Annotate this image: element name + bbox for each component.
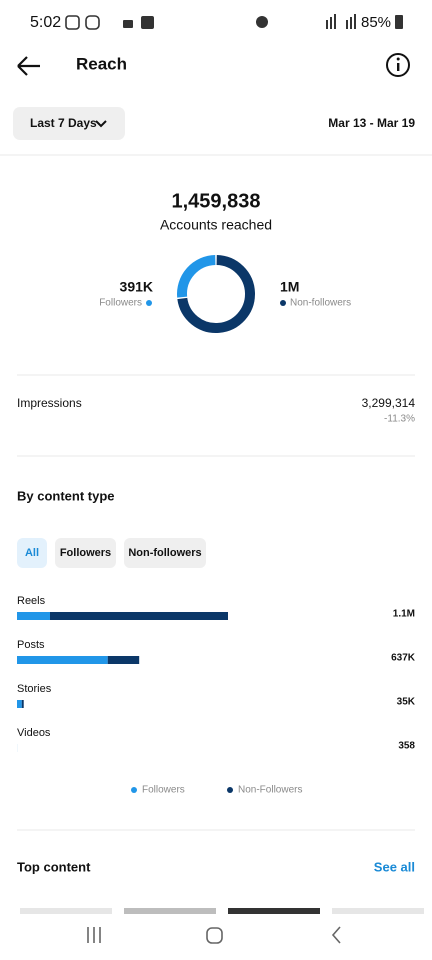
bar-segment [21, 700, 24, 708]
filter-chip[interactable]: Non-followers [124, 538, 206, 568]
legend-dot [131, 787, 137, 793]
legend-dot [280, 300, 286, 306]
thumbnails [20, 908, 424, 914]
donut-segment [177, 255, 216, 298]
bar-segment [107, 656, 140, 664]
legend-dot [146, 300, 152, 306]
total-label: 35K [397, 697, 416, 708]
donut-value-label: 1M [280, 279, 299, 295]
filter-chip[interactable]: Followers [55, 538, 116, 568]
chip-label: All [25, 547, 39, 559]
total-label: 358 [398, 741, 415, 752]
donut-legend-label: Non-followers [290, 298, 351, 309]
donut-segment [177, 255, 255, 333]
info-button[interactable] [386, 53, 410, 77]
category-label: Videos [17, 727, 51, 739]
accounts-total: 1,459,838 [172, 190, 261, 212]
bar-segment [17, 700, 22, 708]
legend-label: Non-Followers [238, 785, 302, 796]
category-label: Stories [17, 683, 52, 695]
chip-label: Non-followers [128, 547, 201, 559]
nav-bar [0, 914, 432, 960]
category-label: Reels [17, 595, 46, 607]
date-range: Mar 13 - Mar 19 [328, 116, 415, 130]
total-label: 637K [391, 653, 416, 664]
back-button[interactable] [17, 56, 40, 76]
impressions-value: 3,299,314 [362, 396, 416, 410]
nav-buttons[interactable] [87, 926, 341, 944]
impressions-label: Impressions [17, 396, 82, 410]
bar-segment [49, 612, 229, 620]
impressions-change: -11.3% [384, 414, 415, 425]
status-icons [65, 14, 403, 30]
category-label: Posts [17, 639, 45, 651]
see-all-link[interactable]: See all [374, 859, 415, 874]
bar-chart: Reels 1.1M Posts 637K Stories 35K Videos 358 Fol… [17, 595, 416, 796]
period-label: Last 7 Days [30, 116, 97, 130]
filter-chip[interactable]: All [17, 538, 47, 568]
period-selector[interactable]: Last 7 Days [13, 107, 125, 140]
total-label: 1.1M [393, 609, 415, 620]
status-battery: 85% [361, 14, 391, 31]
header-title: Reach [76, 54, 127, 73]
donut-legend-label: Followers [99, 298, 142, 309]
section-title: By content type [17, 488, 115, 503]
chip-label: Followers [60, 547, 111, 559]
donut-chart [146, 255, 286, 333]
donut-value-label: 391K [120, 279, 153, 295]
legend-dot [227, 787, 233, 793]
legend-label: Followers [142, 785, 185, 796]
accounts-label: Accounts reached [160, 217, 272, 233]
section-title: Top content [17, 859, 91, 874]
bar-segment [17, 656, 108, 664]
status-time: 5:02 [30, 14, 61, 31]
bar-segment [17, 612, 50, 620]
